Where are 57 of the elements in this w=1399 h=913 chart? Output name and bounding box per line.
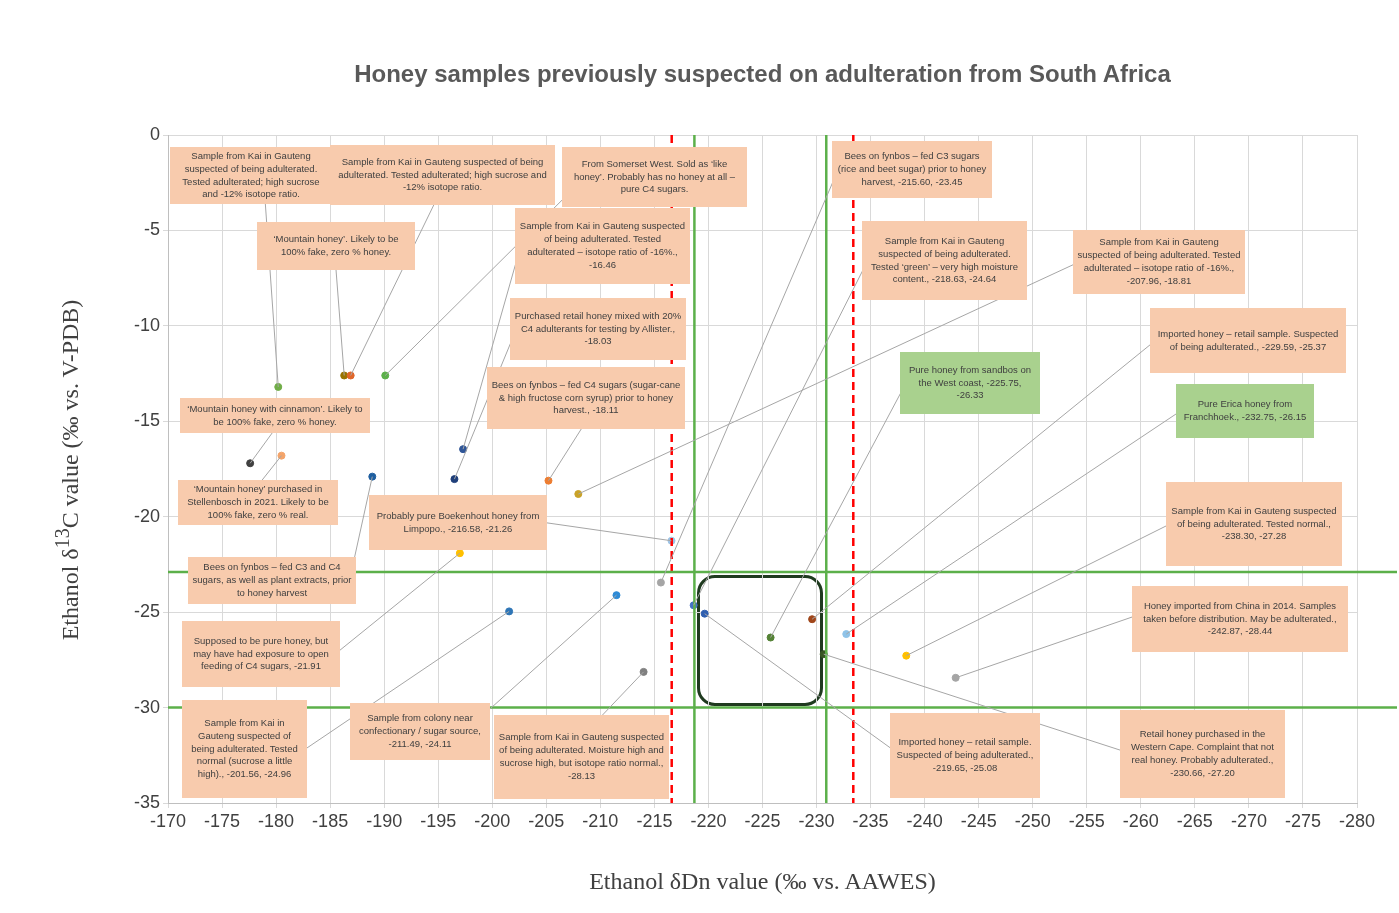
x-tick-label: -225 [744, 810, 781, 831]
x-axis-title: Ethanol δDn value (‰ vs. AAWES) [588, 868, 937, 895]
y-tick-label: -25 [133, 601, 160, 622]
x-tick-label: -170 [149, 810, 187, 831]
annotation: Sample from Kai in Gauteng suspected of being adulterated. Tested adulterated – isotope ratio of -16%., -16.46 [519, 220, 686, 272]
x-tick-label: -270 [1230, 810, 1267, 831]
x-tick-label: -205 [528, 810, 565, 831]
annotation: Imported honey – retail sample. Suspected of being adulterated., -219.65, -25.08 [895, 736, 1035, 775]
chart-title: Honey samples previously suspected on adulteration from South Africa [353, 60, 1172, 88]
x-tick-label: -265 [1176, 810, 1213, 831]
x-tick-label: -255 [1068, 810, 1105, 831]
annotation: ‘Mountain honey’ purchased in Stellenbosch in 2021. Likely to be 100% fake, zero % real. [186, 483, 330, 522]
x-tick-label: -210 [582, 810, 619, 831]
annotation: Retail honey purchased in the Western Cape. Complaint that not real honey. Probably adulterated., -230.66, -27.20 [1130, 728, 1275, 780]
annotation: Honey imported from China in 2014. Samples taken before distribution. May be adulterated., -242.87, -28.44 [1142, 599, 1338, 639]
annotation: ‘Mountain honey’. Likely to be 100% fake, zero % honey. [272, 233, 400, 259]
x-tick-label: -215 [636, 810, 673, 831]
annotation: Sample from Kai in Gauteng suspected of being adulterated. Moisture high and sucrose high, but isotope ratio normal., -28.13 [498, 731, 665, 783]
y-tick-label: -20 [133, 505, 160, 526]
annotation: Sample from Kai in Gauteng suspected of being adulterated. Tested ‘green’ – very high moisture content., -218.63, -24.64 [870, 234, 1019, 287]
annotation: Purchased retail honey mixed with 20% C4 adulterants for testing by Allister., -18.03 [514, 309, 682, 349]
annotation: Sample from colony near confectionary / sugar source, -211.49, -24.11 [358, 712, 482, 751]
y-tick-label: -35 [133, 791, 160, 812]
annotation: Bees on fynbos – fed C4 sugars (sugar-cane & high fructose corn syrup) prior to honey harvest., -18.11 [491, 378, 681, 418]
x-tick-label: -280 [1338, 810, 1376, 831]
annotation: From Somerset West. Sold as ‘like honey’. Probably has no honey at all – pure C4 sugars. [572, 157, 737, 197]
x-tick-label: -250 [1014, 810, 1051, 831]
x-tick-label: -235 [852, 810, 889, 831]
annotation: Pure honey from sandbos on the West coast, -225.75, -26.33 [908, 363, 1032, 403]
annotation: Bees on fynbos – fed C3 sugars (rice and beet sugar) prior to honey harvest, -215.60, -23.45 [836, 150, 988, 189]
x-tick-label: -220 [690, 810, 727, 831]
annotation: Sample from Kai in Gauteng suspected of being adulterated. Tested adulterated; high sucrose and -12% isotope ratio. [337, 155, 548, 195]
annotation: ‘Mountain honey with cinnamon’. Likely to be 100% fake, zero % honey. [186, 402, 364, 429]
x-tick-label: -275 [1284, 810, 1321, 831]
annotation: Sample from Kai in Gauteng suspected of being adulterated. Tested adulterated – isotope ratio of -16%., -207.96, -18.81 [1077, 236, 1241, 288]
y-tick-label: -5 [143, 219, 160, 240]
x-tick-label: -245 [960, 810, 997, 831]
annotation: Sample from Kai in Gauteng suspected of being adulterated. Tested normal., -238.30, -27.28 [1170, 504, 1338, 544]
annotation: Sample from Kai in Gauteng suspected of being adulterated. Tested adulterated; high sucrose and -12% isotope ratio. [181, 149, 321, 202]
y-tick-label: -15 [133, 410, 160, 431]
annotation: Probably pure Boekenhout honey from Limpopo., -216.58, -21.26 [375, 509, 541, 536]
y-tick-label: -10 [133, 314, 160, 335]
x-tick-label: -185 [312, 810, 349, 831]
x-tick-label: -260 [1122, 810, 1159, 831]
y-tick-label: -30 [133, 696, 160, 717]
annotation: Imported honey – retail sample. Suspected of being adulterated., -229.59, -25.37 [1156, 327, 1340, 354]
x-tick-label: -200 [474, 810, 511, 831]
annotation: Pure Erica honey from Franchhoek., -232.75, -26.15 [1182, 398, 1308, 424]
x-tick-label: -180 [258, 810, 295, 831]
x-tick-label: -175 [204, 810, 241, 831]
annotation: Supposed to be pure honey, but may have had exposure to open feeding of C4 sugars, -21.91 [192, 634, 330, 674]
x-tick-label: -240 [906, 810, 943, 831]
annotation: Sample from Kai in Gauteng suspected of being adulterated. Tested normal (sucrose a little high)., -201.56, -24.96 [190, 716, 299, 782]
x-tick-label: -230 [798, 810, 835, 831]
x-tick-label: -190 [366, 810, 403, 831]
x-tick-label: -195 [420, 810, 457, 831]
y-tick-label: 0 [149, 123, 160, 144]
